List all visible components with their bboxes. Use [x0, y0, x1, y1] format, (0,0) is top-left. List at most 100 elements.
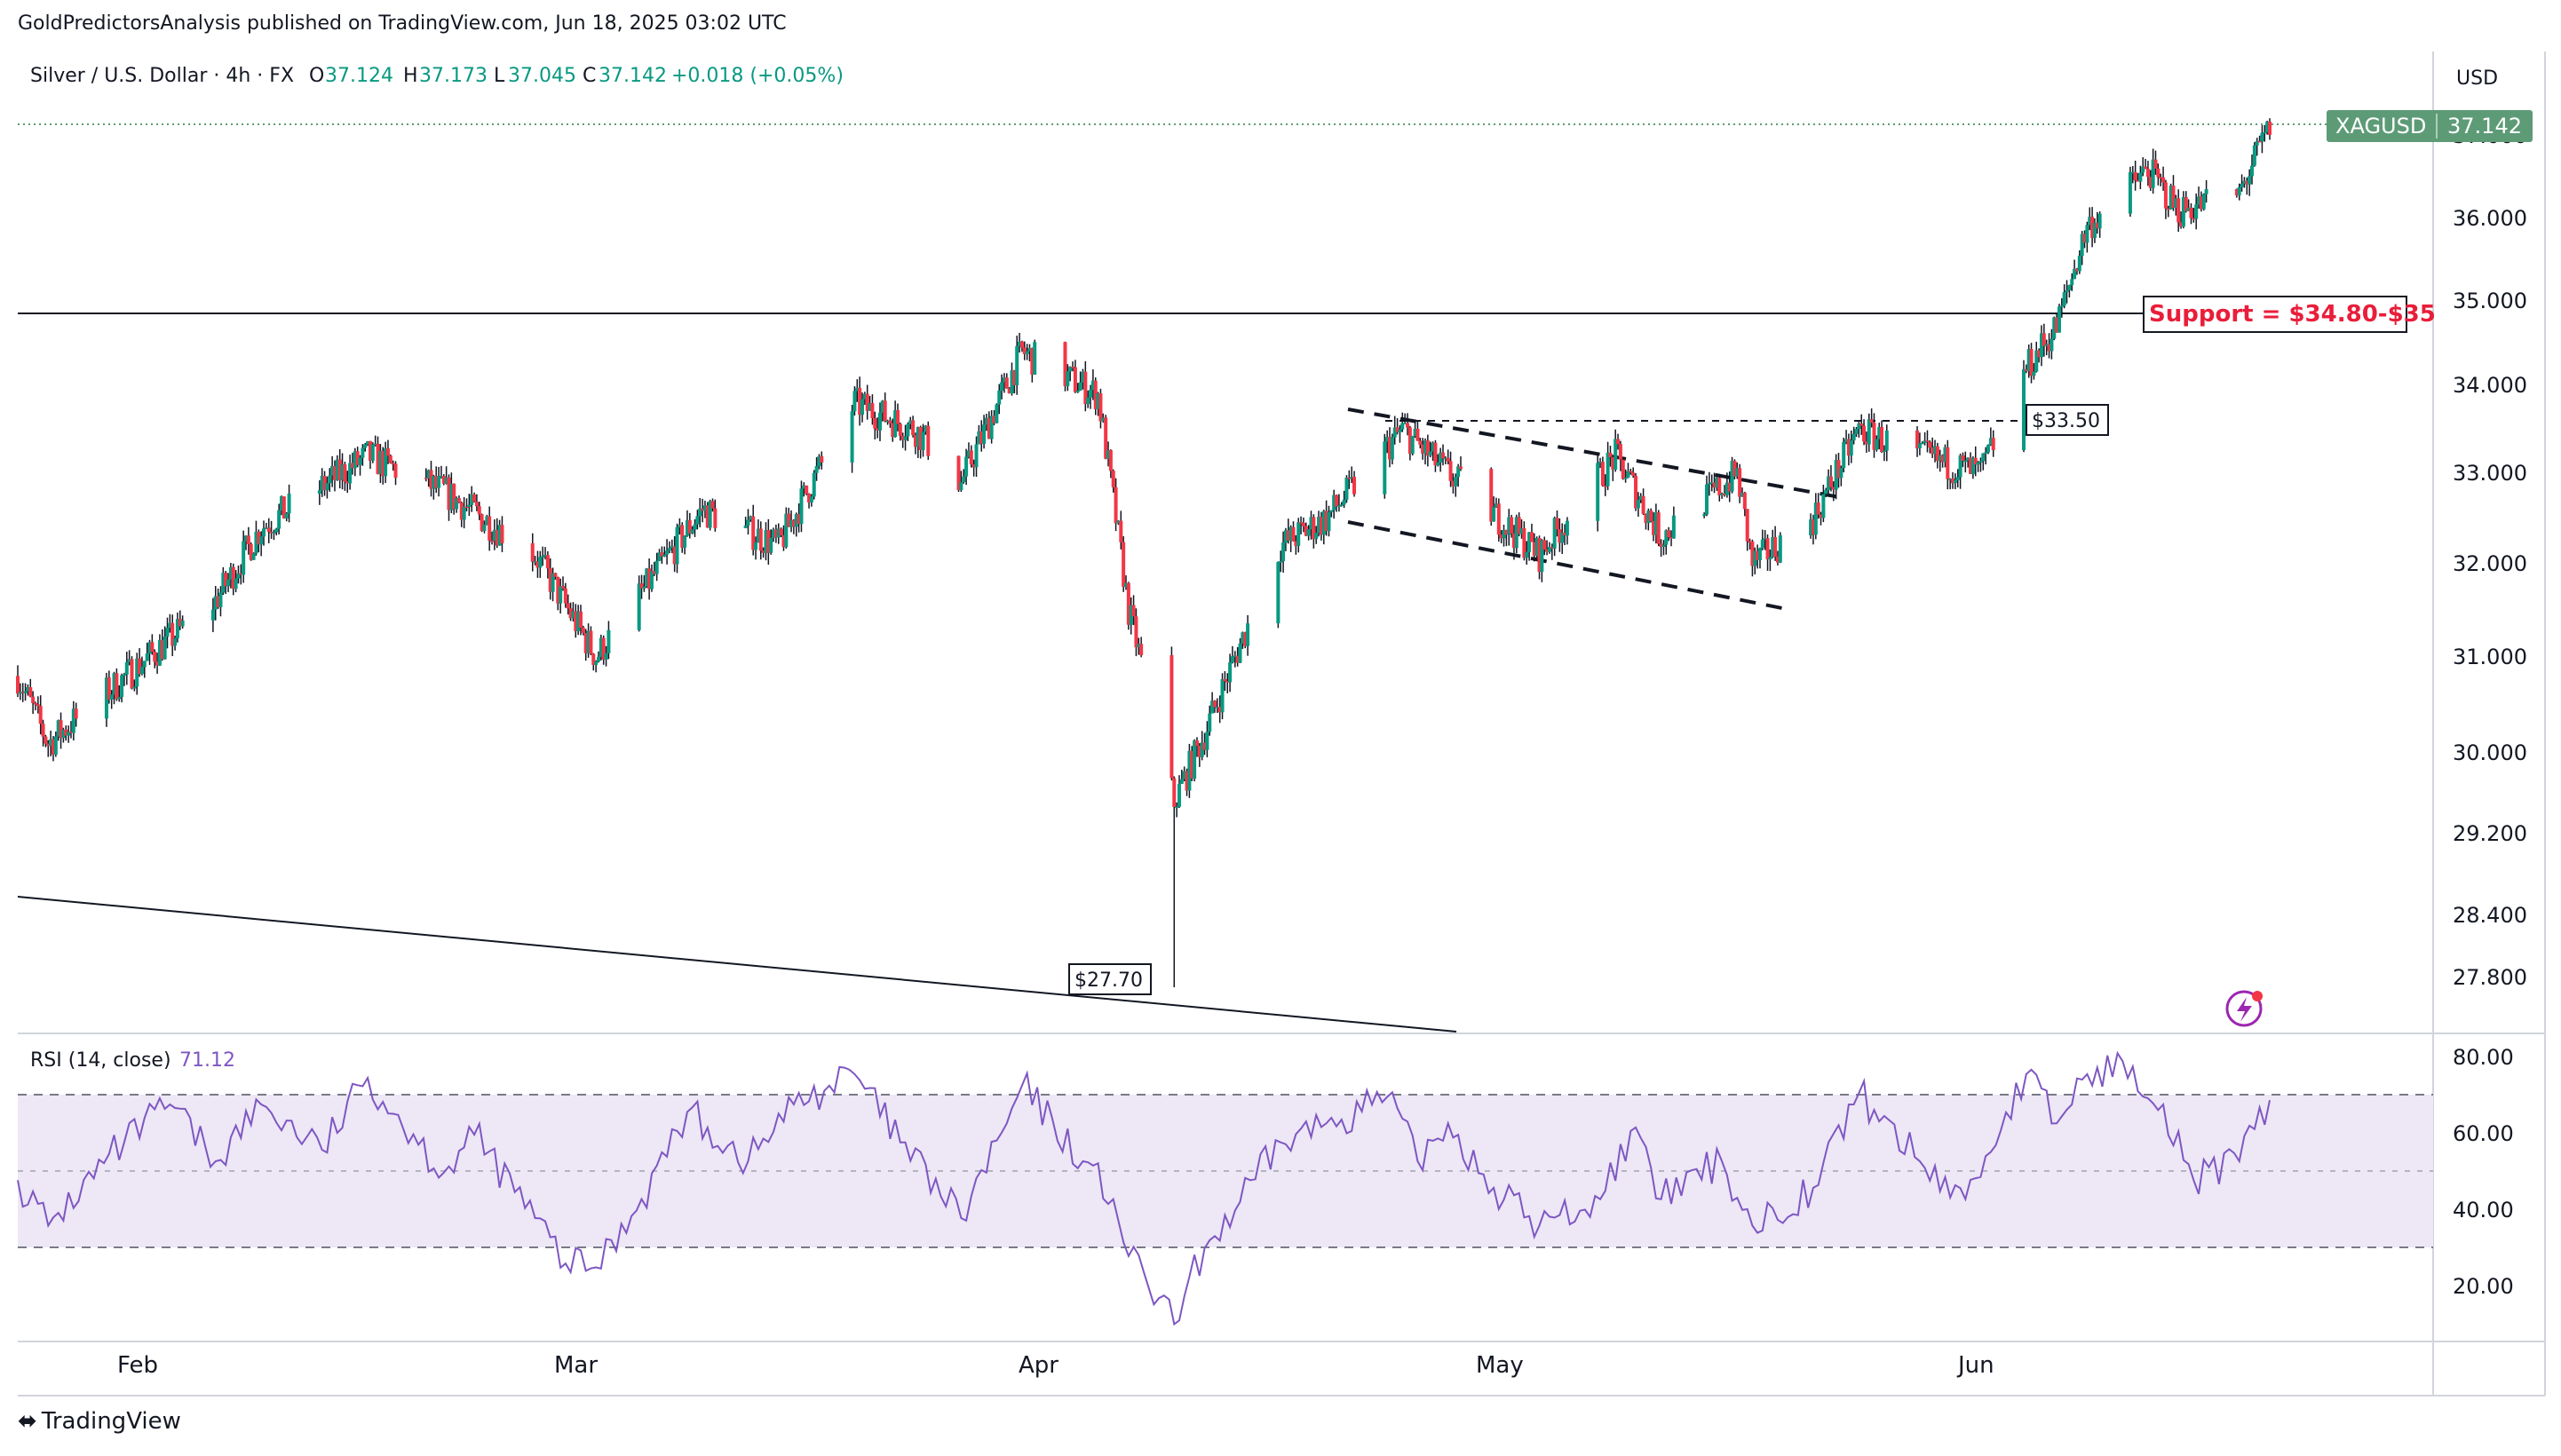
candle-body [500, 525, 504, 543]
candle-body [239, 573, 243, 575]
candle-body [1915, 430, 1920, 449]
level-3350-box[interactable] [2026, 404, 2109, 436]
candle-body [654, 560, 659, 574]
candle-body [645, 568, 649, 587]
candle-body [1981, 453, 1986, 462]
long-trendline[interactable] [17, 896, 1457, 1033]
time-label: Feb [117, 1352, 158, 1379]
candle-body [708, 501, 712, 528]
candle-body [1525, 551, 1529, 558]
candle-body [1439, 452, 1443, 463]
candle-body [139, 667, 144, 675]
time-axis[interactable]: Feb Mar Apr May Jun [117, 1352, 1994, 1379]
candle-body [2082, 233, 2087, 243]
candle-body [799, 488, 804, 525]
candle-body [1383, 441, 1387, 495]
candle-body [1243, 632, 1248, 646]
candle-body [2148, 177, 2153, 188]
candle-body [911, 420, 916, 436]
candle-body [1301, 522, 1305, 526]
candle-body [2159, 177, 2163, 178]
candle-body [1928, 441, 1932, 448]
candle-body [1565, 520, 1569, 536]
candle-body [1940, 455, 1945, 463]
price-tick: 28.400 [2453, 903, 2527, 928]
candle-body [1527, 532, 1532, 552]
candle-body [1496, 503, 1501, 535]
price-axis[interactable]: 37.000 36.000 35.000 34.000 33.000 32.00… [2453, 123, 2527, 990]
candle-body [749, 516, 753, 520]
flag-upper-line[interactable] [1347, 408, 1841, 499]
candle-body [2204, 189, 2208, 194]
candle-body [769, 537, 773, 553]
candle-body [1208, 713, 1212, 732]
price-tick: 30.000 [2453, 740, 2527, 765]
candle-body [376, 443, 380, 475]
price-tick: 33.000 [2453, 461, 2527, 486]
candle-body [1740, 492, 1744, 497]
candle-body [1425, 440, 1430, 456]
candle-body [2055, 317, 2059, 333]
candle-body [1616, 439, 1621, 445]
tradingview-logo[interactable]: ⬌ TradingView [18, 1408, 181, 1435]
candle-body [1984, 452, 1988, 455]
candle-body [2145, 169, 2150, 178]
candle-body [1090, 380, 1095, 391]
candle-body [1086, 397, 1090, 405]
candle-body [1534, 537, 1539, 557]
candle-body [773, 529, 778, 538]
candle-body [1560, 532, 1565, 543]
lightning-icon[interactable] [2225, 990, 2263, 1027]
candle-body [216, 596, 220, 608]
candle-body [568, 608, 573, 619]
candle-body [2032, 371, 2036, 376]
candle-body [2095, 223, 2099, 229]
candle-body [26, 687, 30, 692]
candle-body [391, 463, 395, 465]
candle-body [693, 524, 697, 530]
candle-body [287, 494, 291, 514]
candle-body [1953, 479, 1957, 484]
candle-body [1492, 507, 1496, 522]
candle-body [1946, 447, 1950, 479]
candle-body [1522, 528, 1526, 558]
candle-body [447, 477, 451, 510]
candle-body [642, 586, 646, 589]
candle-body [2242, 180, 2247, 185]
candle-body [1194, 740, 1199, 747]
flag-lower-line[interactable] [1347, 520, 1788, 611]
candle-body [1722, 493, 1726, 495]
candle-body [858, 387, 862, 415]
candles-layer[interactable] [16, 118, 2272, 987]
candle-body [1352, 477, 1357, 495]
candle-body [366, 440, 370, 445]
rsi-axis[interactable]: 80.00 60.00 40.00 20.00 [2453, 1045, 2514, 1299]
candle-body [1215, 707, 1219, 708]
candle-body [789, 519, 794, 527]
candle-body [687, 519, 692, 534]
candle-body [1010, 370, 1014, 394]
candle-body [2047, 344, 2051, 352]
candle-body [2052, 317, 2057, 339]
low-2770-box[interactable] [1068, 963, 1152, 995]
price-tick: 31.000 [2453, 645, 2527, 669]
candle-body [36, 704, 40, 707]
candle-body [852, 391, 857, 412]
candle-body [244, 535, 249, 542]
candle-body [170, 622, 175, 646]
candle-body [1063, 342, 1067, 386]
candle-body [115, 673, 119, 700]
candle-body [1510, 517, 1514, 534]
candle-body [1869, 419, 1874, 423]
candle-body [1096, 393, 1100, 409]
candle-body [2080, 233, 2084, 257]
support-label-box[interactable] [2143, 296, 2407, 333]
candle-body [860, 399, 864, 415]
candle-body [1859, 423, 1864, 426]
candle-body [2034, 350, 2039, 372]
candle-body [1101, 417, 1106, 422]
candle-body [2021, 368, 2026, 451]
candle-body [1933, 446, 1938, 455]
candle-body [1563, 532, 1567, 536]
